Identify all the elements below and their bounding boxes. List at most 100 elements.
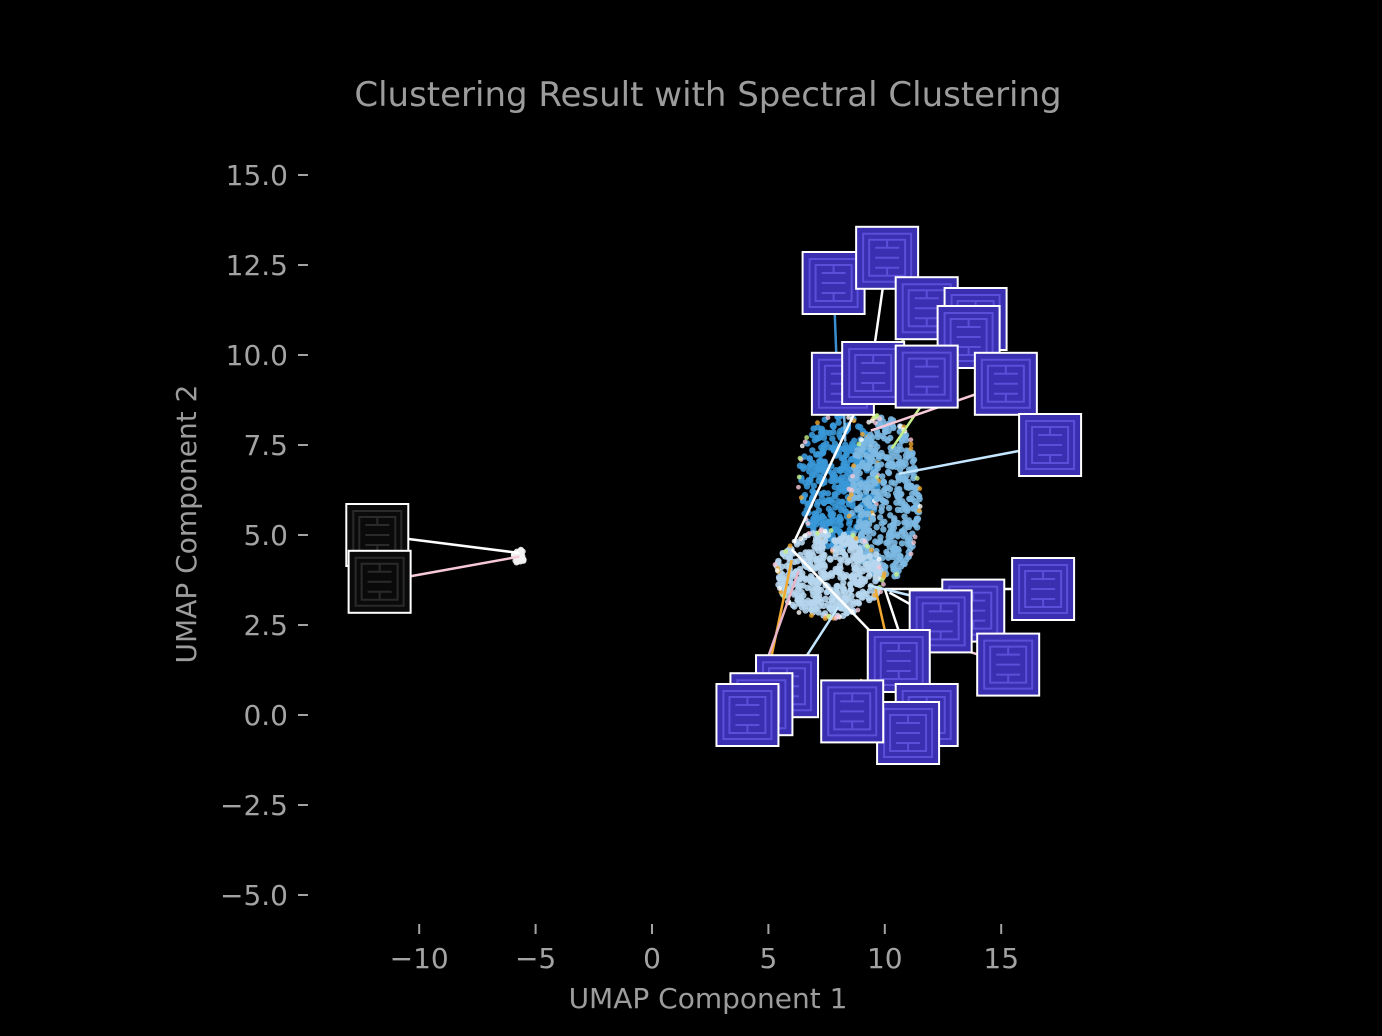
data-point [807, 461, 814, 468]
data-point [908, 495, 916, 503]
data-point [821, 561, 828, 569]
y-tick-label: 5.0 [243, 519, 288, 552]
data-point [814, 451, 822, 458]
data-point [828, 512, 836, 519]
outlier-point [876, 564, 882, 570]
thumbnail-pattern [883, 708, 934, 758]
data-point [890, 424, 897, 432]
data-point [837, 486, 845, 493]
outlier-point [846, 415, 852, 420]
x-tick-label: −10 [390, 942, 449, 975]
data-point [855, 545, 863, 552]
data-point [513, 559, 520, 566]
data-point [881, 518, 888, 525]
data-point [839, 591, 846, 598]
data-point [866, 445, 874, 452]
data-point [796, 462, 804, 469]
data-point [891, 539, 898, 546]
data-point [865, 454, 872, 462]
data-point [850, 552, 857, 560]
outlier-point [802, 533, 808, 538]
data-point [808, 606, 815, 614]
thumbnail-pattern [1025, 420, 1076, 470]
data-point [849, 476, 856, 484]
data-point [903, 447, 910, 454]
thumbnail [876, 701, 941, 765]
chart-title: Clustering Result with Spectral Clusteri… [354, 75, 1061, 115]
outlier-point [878, 589, 884, 595]
data-point [843, 451, 850, 459]
outlier-point [908, 437, 914, 443]
data-point [863, 465, 871, 472]
data-point [805, 551, 812, 558]
outlier-point [805, 521, 811, 526]
thumbnail-pattern [901, 351, 952, 402]
data-point [855, 600, 863, 607]
x-axis-label: UMAP Component 1 [569, 982, 848, 1015]
data-point [893, 499, 900, 506]
data-point [812, 516, 819, 523]
data-point [874, 433, 882, 441]
data-point [797, 582, 804, 590]
data-point [834, 498, 842, 505]
data-point [889, 521, 897, 529]
data-point [836, 427, 844, 435]
data-point [840, 585, 847, 592]
data-point [872, 551, 880, 558]
thumbnail [715, 683, 780, 747]
data-point [912, 485, 919, 492]
data-point [821, 458, 828, 465]
outlier-point [855, 607, 861, 613]
outlier-point [849, 487, 855, 493]
thumbnail [801, 251, 866, 315]
data-point [882, 499, 890, 506]
data-point [845, 520, 853, 527]
data-point [838, 455, 845, 462]
x-tick-label: 15 [983, 942, 1019, 975]
data-point [898, 540, 906, 547]
data-point [836, 545, 843, 552]
data-point [854, 423, 862, 430]
data-point [803, 483, 811, 490]
outlier-point [865, 544, 870, 549]
outlier-point [787, 543, 793, 549]
y-tick-label: 2.5 [243, 609, 288, 642]
data-point [855, 453, 862, 460]
outlier-point [877, 416, 883, 422]
outlier-point [851, 463, 857, 469]
data-point [799, 570, 806, 577]
data-point [909, 449, 916, 457]
data-point [895, 545, 902, 553]
data-point [517, 556, 524, 563]
data-point [872, 573, 880, 580]
data-point [891, 550, 898, 557]
data-point [859, 445, 866, 452]
data-point [834, 583, 841, 591]
data-point [873, 443, 881, 450]
data-point [869, 516, 877, 523]
outlier-point [796, 474, 802, 480]
y-tick-label: 7.5 [243, 429, 288, 462]
data-point [905, 517, 913, 524]
data-point [880, 526, 887, 533]
outlier-point [835, 613, 841, 619]
data-point [813, 434, 820, 441]
data-point [818, 539, 825, 547]
thumbnail-pattern [980, 358, 1031, 409]
data-point [808, 599, 815, 606]
data-point [802, 600, 810, 607]
data-point [794, 558, 801, 565]
data-point [838, 481, 846, 488]
outlier-point [802, 439, 808, 445]
data-point [831, 491, 838, 498]
outlier-point [869, 547, 874, 553]
data-point [821, 574, 828, 582]
data-point [858, 576, 866, 584]
data-point [878, 449, 885, 457]
data-point [909, 490, 916, 498]
y-tick-label: −5.0 [220, 879, 288, 912]
outlier-point [799, 443, 805, 449]
data-point [797, 597, 805, 604]
